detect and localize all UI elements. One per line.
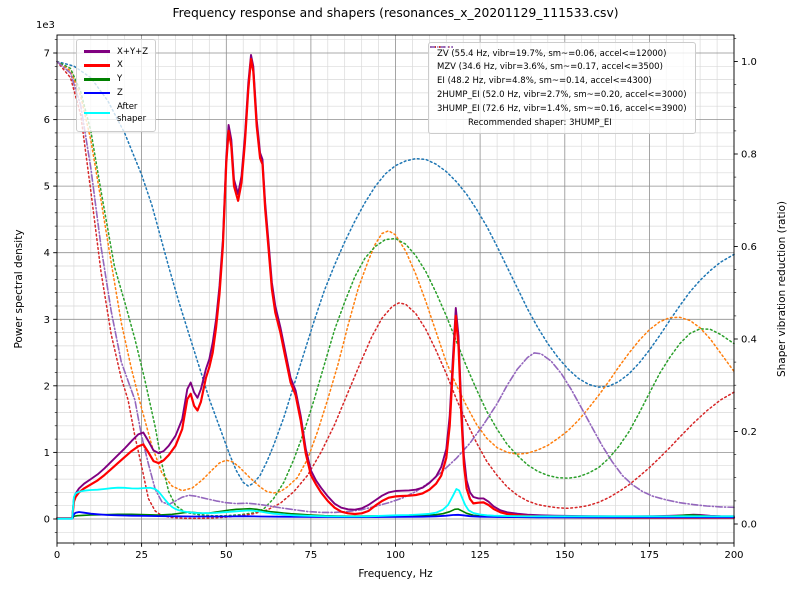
chart-title: Frequency response and shapers (resonanc… xyxy=(172,6,619,20)
legend-entry-label: 3HUMP_EI (72.6 Hz, vibr=1.4%, sm~=0.16, … xyxy=(437,103,687,114)
x-tick-label: 0 xyxy=(54,550,60,561)
legend-line-swatch xyxy=(84,50,110,53)
series-mzv xyxy=(56,60,735,494)
y-left-axis-label: Power spectral density xyxy=(13,229,25,349)
x-tick-label: 50 xyxy=(220,550,233,561)
y-right-tick-label: 0.6 xyxy=(741,242,757,253)
legend-line-swatch xyxy=(84,77,110,81)
x-tick-label: 150 xyxy=(555,550,574,561)
series-ei xyxy=(56,60,735,517)
y-left-tick-label: 6 xyxy=(44,115,50,126)
legend-entry-label: Y xyxy=(117,74,123,85)
legend-entry-y: Y xyxy=(84,73,148,85)
x-tick-label: 175 xyxy=(640,550,659,561)
legend-line-swatch xyxy=(84,111,110,115)
legend-entry-x: X xyxy=(84,59,148,71)
x-tick-label: 25 xyxy=(135,550,148,561)
x-tick-label: 100 xyxy=(386,550,405,561)
series-after-shaper xyxy=(56,486,735,520)
legend-entry-z: Z xyxy=(84,87,148,99)
y-right-tick-label: 0.8 xyxy=(741,150,757,161)
series-2hump-ei xyxy=(56,60,735,520)
legend-entry-label: After shaper xyxy=(117,101,147,125)
legend-entry-mzv: MZV (34.6 Hz, vibr=3.6%, sm~=0.17, accel… xyxy=(430,46,687,73)
y-left-tick-label: 2 xyxy=(44,381,50,392)
legend-entry-label: MZV (34.6 Hz, vibr=3.6%, sm~=0.17, accel… xyxy=(437,62,663,73)
legend-entry-3hump_ei: 3HUMP_EI (72.6 Hz, vibr=1.4%, sm~=0.16, … xyxy=(430,46,687,115)
y-left-tick-label: 4 xyxy=(44,248,50,259)
legend-series: X+Y+Z X Y Z After shaper xyxy=(76,39,157,132)
y-axis-offset-label: 1e3 xyxy=(36,20,55,31)
legend-entry-x+y+z: X+Y+Z xyxy=(84,46,148,58)
legend-entry-label: X xyxy=(117,60,123,71)
y-right-tick-label: 0.0 xyxy=(741,520,757,531)
series-zv xyxy=(56,60,735,487)
legend-entry-label: ZV (55.4 Hz, vibr=19.7%, sm~=0.06, accel… xyxy=(437,48,667,59)
x-tick-label: 125 xyxy=(471,550,490,561)
series-x xyxy=(55,57,736,520)
legend-entry-2hump_ei: 2HUMP_EI (52.0 Hz, vibr=2.7%, sm~=0.20, … xyxy=(430,46,687,101)
legend-shapers: ZV (55.4 Hz, vibr=19.7%, sm~=0.06, accel… xyxy=(428,42,696,135)
legend-line-swatch xyxy=(430,46,453,48)
y-left-tick-label: 1 xyxy=(44,448,50,459)
legend-entry-label: X+Y+Z xyxy=(117,46,149,57)
y-left-tick-label: 3 xyxy=(44,315,50,326)
legend-entry-label: 2HUMP_EI (52.0 Hz, vibr=2.7%, sm~=0.20, … xyxy=(437,89,687,100)
axis-ticks xyxy=(53,38,738,547)
y-left-tick-label: 5 xyxy=(44,182,50,193)
legend-line-swatch xyxy=(430,46,453,48)
y-right-tick-label: 1.0 xyxy=(741,57,757,68)
x-tick-label: 75 xyxy=(305,550,318,561)
x-axis-label: Frequency, Hz xyxy=(358,568,433,580)
legend-entry-after: After shaper xyxy=(84,101,148,126)
legend-entry-label: EI (48.2 Hz, vibr=4.8%, sm~=0.14, accel<… xyxy=(437,76,652,87)
y-right-tick-label: 0.2 xyxy=(741,427,757,438)
y-right-tick-label: 0.4 xyxy=(741,335,757,346)
legend-entry-ei: EI (48.2 Hz, vibr=4.8%, sm~=0.14, accel<… xyxy=(430,46,687,87)
legend-recommended-shaper: Recommended shaper: 3HUMP_EI xyxy=(468,117,612,128)
y-left-tick-label: 0 xyxy=(44,515,50,526)
legend-entry-zv: ZV (55.4 Hz, vibr=19.7%, sm~=0.06, accel… xyxy=(430,46,687,60)
y-right-axis-label: Shaper vibration reduction (ratio) xyxy=(776,200,788,378)
x-tick-label: 200 xyxy=(724,550,743,561)
axis-tick-labels: 0 25 50 75 100 125 150 175 200 0 1 2 3 4 5 6 7 0.0 0.2 0.4 0… xyxy=(44,49,757,562)
legend-entry-label: Z xyxy=(117,87,123,98)
legend-line-swatch xyxy=(84,64,110,67)
legend-line-swatch xyxy=(84,91,110,95)
y-left-tick-label: 7 xyxy=(44,49,50,60)
